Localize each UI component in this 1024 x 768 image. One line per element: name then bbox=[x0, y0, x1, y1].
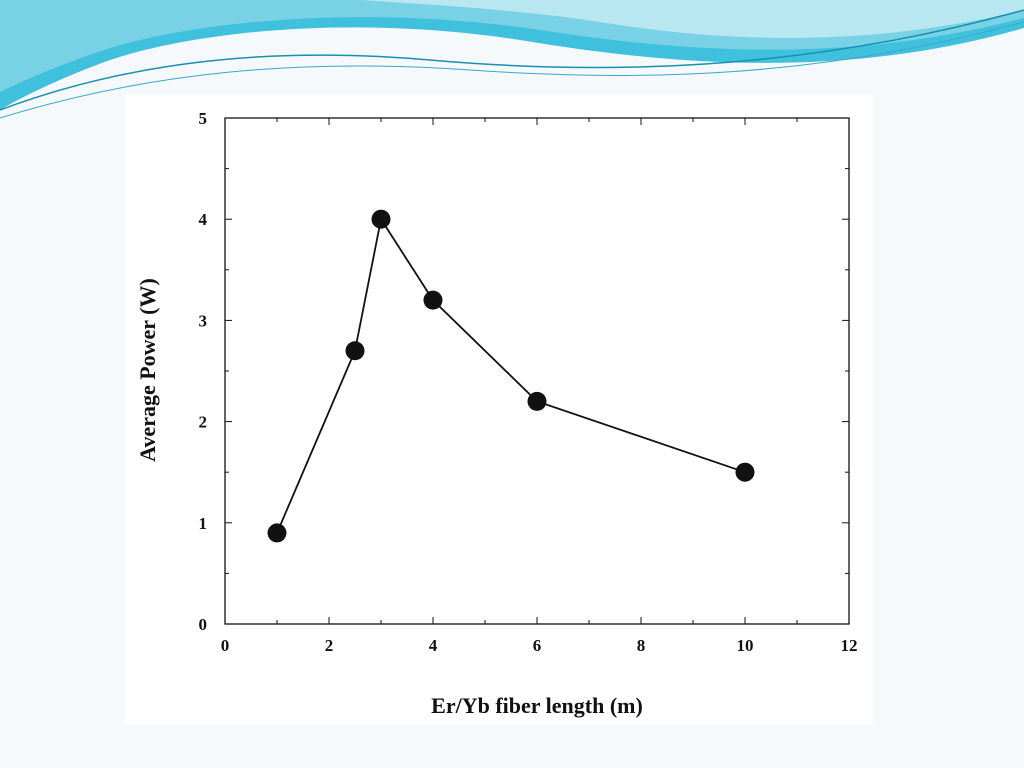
axes-frame bbox=[224, 117, 850, 625]
x-tick-label: 12 bbox=[841, 636, 858, 655]
x-tick-label: 10 bbox=[737, 636, 754, 655]
y-tick-label: 2 bbox=[199, 413, 208, 432]
data-point bbox=[527, 391, 547, 411]
series-line bbox=[276, 216, 746, 534]
data-points bbox=[267, 209, 755, 543]
x-tick-label: 0 bbox=[221, 636, 230, 655]
data-point bbox=[345, 341, 365, 361]
x-axis-title: Er/Yb fiber length (m) bbox=[431, 693, 643, 718]
data-point bbox=[735, 462, 755, 482]
y-tick-label: 3 bbox=[199, 311, 208, 330]
x-tick-label: 6 bbox=[533, 636, 542, 655]
data-series-line bbox=[276, 216, 746, 534]
plot-frame bbox=[224, 117, 850, 625]
x-tick-label: 4 bbox=[429, 636, 438, 655]
y-tick-label: 0 bbox=[199, 615, 208, 634]
chart-panel: 0 2 4 6 8 10 12 0 1 2 3 4 5 Average Power (W) Er/Yb … bbox=[125, 95, 873, 725]
x-tick-label: 2 bbox=[325, 636, 334, 655]
data-point bbox=[423, 290, 443, 310]
y-tick-label: 4 bbox=[199, 210, 208, 229]
x-tick-label: 8 bbox=[637, 636, 646, 655]
slide-banner-decoration bbox=[0, 0, 1024, 119]
y-tick-label: 1 bbox=[199, 514, 208, 533]
y-axis-title: Average Power (W) bbox=[135, 278, 160, 462]
data-point bbox=[267, 523, 287, 543]
data-point bbox=[371, 209, 391, 229]
y-tick-label: 5 bbox=[199, 109, 208, 128]
